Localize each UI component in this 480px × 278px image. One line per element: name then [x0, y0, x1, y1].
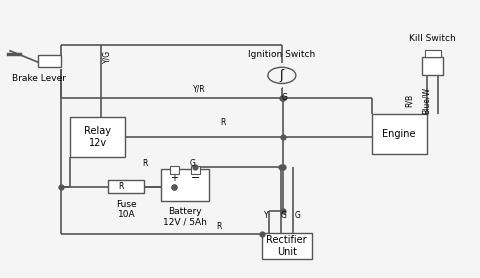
Text: R: R [119, 182, 124, 190]
Text: R: R [216, 222, 221, 231]
Bar [191, 166, 200, 173]
Bar [425, 50, 441, 56]
Text: Blue/W: Blue/W [422, 87, 431, 114]
Text: Kill Switch: Kill Switch [409, 34, 456, 43]
Bar [38, 56, 61, 66]
Text: R: R [221, 118, 226, 127]
Bar [70, 117, 125, 157]
Text: Engine: Engine [383, 129, 416, 139]
Bar [170, 166, 179, 173]
Text: R: R [143, 158, 148, 168]
Text: +: + [170, 173, 179, 183]
Bar [422, 56, 444, 75]
Text: ʃ: ʃ [280, 69, 284, 82]
Text: Fuse
10A: Fuse 10A [116, 200, 137, 219]
Text: Relay
12v: Relay 12v [84, 126, 111, 148]
Text: R/B: R/B [405, 94, 413, 107]
Text: G: G [280, 211, 286, 220]
Text: Brake Lever: Brake Lever [12, 74, 66, 83]
Bar [161, 169, 209, 201]
Bar [372, 114, 427, 154]
Text: G: G [189, 158, 195, 168]
Bar [262, 233, 312, 259]
Text: Ignition Switch: Ignition Switch [248, 50, 315, 59]
Text: Rectifier
Unit: Rectifier Unit [266, 235, 307, 257]
Text: G: G [282, 93, 288, 102]
Text: Battery
12V / 5Ah: Battery 12V / 5Ah [163, 207, 207, 226]
Text: Y/R: Y/R [193, 85, 205, 94]
Bar [108, 180, 144, 193]
Text: G: G [295, 211, 300, 220]
Text: −: − [191, 173, 200, 183]
Text: Y/G: Y/G [102, 49, 111, 63]
Text: Y: Y [264, 211, 269, 220]
